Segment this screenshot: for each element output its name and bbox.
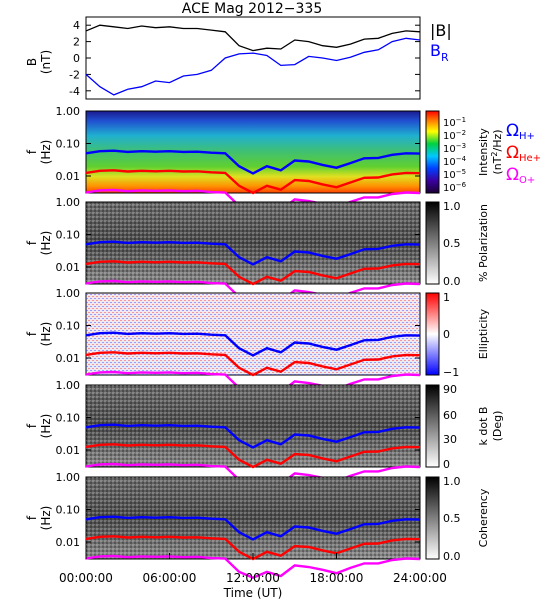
ell-tick-mid: 0 xyxy=(443,328,450,341)
field-ytick-label: -2 xyxy=(69,68,80,81)
polarization-gyro-line-2 xyxy=(85,260,421,286)
pol-tick-mid: 0.5 xyxy=(443,237,461,250)
kdotb-colorbar: 90 60 30 0 k dot B (Deg) xyxy=(425,383,504,471)
field-ylabel-bottom: (nT) xyxy=(39,50,53,74)
pol-tick-bot: 0.0 xyxy=(443,275,461,288)
intensity-tick-4: 10−4 xyxy=(443,155,467,168)
time-tick-label: 18:00:00 xyxy=(310,571,364,585)
coherency-ylabel-f: f xyxy=(25,515,39,520)
coherency-panel: 1.00 0.10 0.01 f (Hz) xyxy=(25,471,421,580)
intensity-ylabel-hz: (Hz) xyxy=(39,140,53,165)
ell-tick-top: 1 xyxy=(443,291,450,304)
field-panel-frame xyxy=(85,16,421,100)
polarization-panel: 1.00 0.10 0.01 f (Hz) xyxy=(25,196,421,305)
intensity-tick-1: 10−1 xyxy=(443,116,466,129)
intensity-tick-3: 10−3 xyxy=(443,142,466,155)
time-axis: 00:00:00 06:00:00 12:00:00 18:00:00 24:00:00 xyxy=(59,553,447,585)
intensity-gyro-line-1 xyxy=(85,149,421,175)
kdotb-freq-tick-label: 0.01 xyxy=(56,444,81,457)
intensity-freq-tick-label: 0.10 xyxy=(56,138,81,151)
kdotb-freq-tick-label: 1.00 xyxy=(56,379,81,392)
legend-b-mag: |B| xyxy=(430,21,452,40)
polarization-ylabel-hz: (Hz) xyxy=(39,231,53,256)
intensity-gyro-line-2 xyxy=(85,169,421,195)
pol-label: % Polarization xyxy=(477,204,490,282)
intensity-freq-tick-label: 1.00 xyxy=(56,105,81,118)
kdotb-ylabel-hz: (Hz) xyxy=(39,414,53,439)
ell-label: Ellipticity xyxy=(477,308,490,359)
kdb-tick-0: 0 xyxy=(443,458,450,471)
time-tick-label: 06:00:00 xyxy=(143,571,197,585)
intensity-freq-tick-label: 0.01 xyxy=(56,170,81,183)
ellipticity-panel: 1.00 0.10 0.01 f (Hz) xyxy=(25,287,421,396)
gyro-label-o: ΩO+ xyxy=(506,165,535,186)
gyrofrequency-legend: ΩH+ ΩHe+ ΩO+ xyxy=(506,121,541,186)
polarization-freq-tick-label: 1.00 xyxy=(56,196,81,209)
pol-tick-top: 1.0 xyxy=(443,200,461,213)
ellipticity-gyro-line-2 xyxy=(85,351,421,377)
coherency-freq-tick-label: 1.00 xyxy=(56,471,81,484)
legend-b-r: BR xyxy=(430,41,449,64)
time-tick-label: 24:00:00 xyxy=(393,571,447,585)
legend-b-r-main: B xyxy=(430,41,441,60)
polarization-ylabel-f: f xyxy=(25,240,39,245)
ellipticity-freq-tick-label: 1.00 xyxy=(56,287,81,300)
kdb-tick-30: 30 xyxy=(443,433,457,446)
intensity-tick-2: 10−2 xyxy=(443,129,466,142)
gyro-label-he: ΩHe+ xyxy=(506,143,541,164)
intensity-tick-5: 10−5 xyxy=(443,168,466,181)
polarization-freq-tick-label: 0.01 xyxy=(56,261,81,274)
ellipticity-colorbar: 1 0 −1 Ellipticity xyxy=(425,291,490,379)
polarization-gyro-line-1 xyxy=(85,240,421,266)
time-tick-label: 12:00:00 xyxy=(226,571,280,585)
intensity-colorbar: 10−1 10−2 10−3 10−4 10−5 10−6 Intensity … xyxy=(425,110,504,194)
coh-tick-bot: 0.0 xyxy=(443,550,461,563)
coherency-colorbar: 1.0 0.5 0.0 Coherency xyxy=(425,475,490,563)
intensity-tick-6: 10−6 xyxy=(443,181,467,194)
kdotb-ylabel-f: f xyxy=(25,423,39,428)
ell-tick-bot: −1 xyxy=(443,366,459,379)
field-ylabel-top: B xyxy=(25,58,39,66)
legend-b-r-sub: R xyxy=(441,51,449,64)
coherency-ylabel-hz: (Hz) xyxy=(39,506,53,531)
intensity-ylabel-f: f xyxy=(25,149,39,154)
field-ytick-label: -4 xyxy=(69,85,80,98)
ellipticity-ylabel-hz: (Hz) xyxy=(39,322,53,347)
coherency-gyro-line-1 xyxy=(85,515,421,541)
time-tick-label: 00:00:00 xyxy=(59,571,113,585)
coh-tick-top: 1.0 xyxy=(443,475,461,488)
ellipticity-gyro-line-1 xyxy=(85,331,421,357)
coh-tick-mid: 0.5 xyxy=(443,512,461,525)
intensity-label-1: Intensity xyxy=(477,128,490,176)
intensity-label-2: (nT2/Hz) xyxy=(490,129,504,174)
kdotb-panel: 1.00 0.10 0.01 f (Hz) xyxy=(25,379,421,488)
kdotb-gyro-line-1 xyxy=(85,423,421,449)
coherency-gyro-line-3 xyxy=(85,554,421,580)
coherency-freq-tick-label: 0.10 xyxy=(56,504,81,517)
intensity-panel: 1.00 0.10 0.01 f (Hz) xyxy=(25,105,421,214)
coherency-freq-tick-label: 0.01 xyxy=(56,536,81,549)
kdotb-gyro-line-2 xyxy=(85,443,421,469)
ellipticity-ylabel-f: f xyxy=(25,331,39,336)
field-ytick-label: 2 xyxy=(73,36,80,49)
kdb-label-1: k dot B xyxy=(477,407,490,446)
figure-title: ACE Mag 2012−335 xyxy=(182,1,322,17)
kdb-tick-90: 90 xyxy=(443,383,457,396)
field-ytick-label: 0 xyxy=(73,52,80,65)
polarization-colorbar: 1.0 0.5 0.0 % Polarization xyxy=(425,200,490,288)
polarization-freq-tick-label: 0.10 xyxy=(56,229,81,242)
ellipticity-freq-tick-label: 0.10 xyxy=(56,320,81,333)
kdotb-freq-tick-label: 0.10 xyxy=(56,412,81,425)
b-r-line xyxy=(86,37,420,96)
kdb-label-2: (Deg) xyxy=(491,411,504,442)
b-mag-line xyxy=(86,24,420,52)
coh-label: Coherency xyxy=(477,488,490,547)
field-panel: 420-2-4 B (nT) |B| BR xyxy=(25,16,452,100)
field-ytick-label: 4 xyxy=(73,19,80,32)
ellipticity-freq-tick-label: 0.01 xyxy=(56,352,81,365)
kdb-tick-60: 60 xyxy=(443,409,457,422)
gyro-label-h: ΩH+ xyxy=(506,121,535,142)
time-axis-label: Time (UT) xyxy=(223,586,283,600)
